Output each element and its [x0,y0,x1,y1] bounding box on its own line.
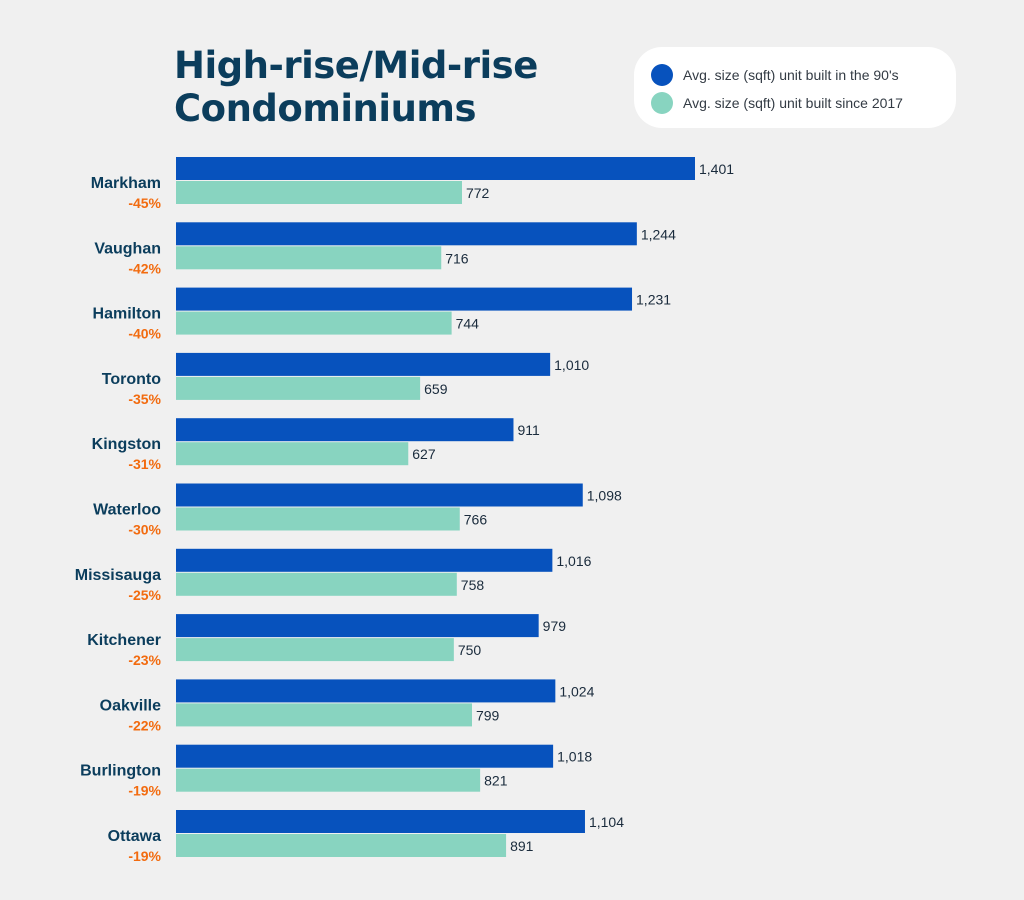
change-label-burlington: -19% [128,783,161,799]
bar-oakville-90s [176,679,556,703]
bar-burlington-90s [176,744,554,768]
change-label-oakville: -22% [128,717,161,733]
value-label-burlington-90s: 1,018 [557,749,592,765]
bar-hamilton-90s [176,287,633,311]
category-label-kingston: Kingston [92,436,161,453]
bar-missisauga-2017 [176,572,457,596]
chart-title-line-1: High-rise/Mid-rise [174,44,538,87]
category-label-waterloo: Waterloo [93,502,161,519]
value-label-waterloo-90s: 1,098 [587,488,622,504]
category-label-burlington: Burlington [80,763,161,780]
change-label-waterloo: -30% [128,522,161,538]
category-label-hamilton: Hamilton [93,306,161,323]
value-label-kingston-90s: 911 [517,422,540,438]
category-label-vaughan: Vaughan [94,240,161,257]
bar-toronto-90s [176,352,551,376]
value-label-kingston-2017: 627 [412,446,436,462]
value-label-kitchener-90s: 979 [543,618,567,634]
change-label-hamilton: -40% [128,326,161,342]
bar-waterloo-90s [176,483,583,507]
chart-title-line-2: Condominiums [174,87,477,130]
category-label-oakville: Oakville [100,697,161,714]
value-label-hamilton-2017: 744 [456,316,480,332]
bar-oakville-2017 [176,703,472,727]
change-label-toronto: -35% [128,391,161,407]
value-label-missisauga-2017: 758 [461,577,485,593]
change-label-kingston: -31% [128,456,161,472]
value-label-ottawa-2017: 891 [510,838,534,854]
value-label-hamilton-90s: 1,231 [636,292,671,308]
value-label-markham-2017: 772 [466,185,490,201]
legend-label-90s: Avg. size (sqft) unit built in the 90's [683,67,899,83]
value-label-oakville-90s: 1,024 [559,683,594,699]
value-label-markham-90s: 1,401 [699,161,734,177]
bar-ottawa-2017 [176,834,507,857]
category-label-ottawa: Ottawa [108,828,161,845]
bar-toronto-2017 [176,376,421,400]
bar-burlington-2017 [176,768,481,792]
change-label-ottawa: -19% [128,848,161,864]
value-label-ottawa-90s: 1,104 [589,814,624,830]
value-label-kitchener-2017: 750 [458,642,482,658]
bar-kingston-90s [176,418,514,442]
bar-waterloo-2017 [176,507,460,531]
value-label-vaughan-90s: 1,244 [641,226,676,242]
bar-hamilton-2017 [176,311,452,335]
change-label-markham: -45% [128,195,161,211]
bar-vaughan-2017 [176,246,442,270]
category-label-markham: Markham [91,175,161,192]
legend-swatch-2017 [651,92,673,114]
legend-item-90s: Avg. size (sqft) unit built in the 90's [651,63,899,87]
chart-title: High-rise/Mid-rise Condominiums [174,44,594,130]
legend-label-2017: Avg. size (sqft) unit built since 2017 [683,95,903,111]
category-label-toronto: Toronto [102,371,161,388]
value-label-vaughan-2017: 716 [445,250,469,266]
value-label-oakville-2017: 799 [476,707,500,723]
bar-markham-90s [176,157,695,180]
bar-kingston-2017 [176,442,409,466]
category-label-kitchener: Kitchener [87,632,161,649]
bar-ottawa-90s [176,810,585,833]
change-label-vaughan: -42% [128,260,161,276]
bar-markham-2017 [176,181,462,204]
category-label-missisauga: Missisauga [75,567,161,584]
value-label-waterloo-2017: 766 [464,512,488,528]
change-label-missisauga: -25% [128,587,161,603]
change-label-kitchener: -23% [128,652,161,668]
value-label-toronto-90s: 1,010 [554,357,589,373]
bar-kitchener-2017 [176,638,454,662]
bar-vaughan-90s [176,222,637,246]
value-label-burlington-2017: 821 [484,773,508,789]
legend-swatch-90s [651,64,673,86]
chart-legend: Avg. size (sqft) unit built in the 90's … [634,47,956,128]
value-label-missisauga-90s: 1,016 [556,553,591,569]
value-label-toronto-2017: 659 [424,381,448,397]
bar-missisauga-90s [176,548,553,572]
legend-item-2017: Avg. size (sqft) unit built since 2017 [651,91,903,115]
bar-kitchener-90s [176,614,539,638]
